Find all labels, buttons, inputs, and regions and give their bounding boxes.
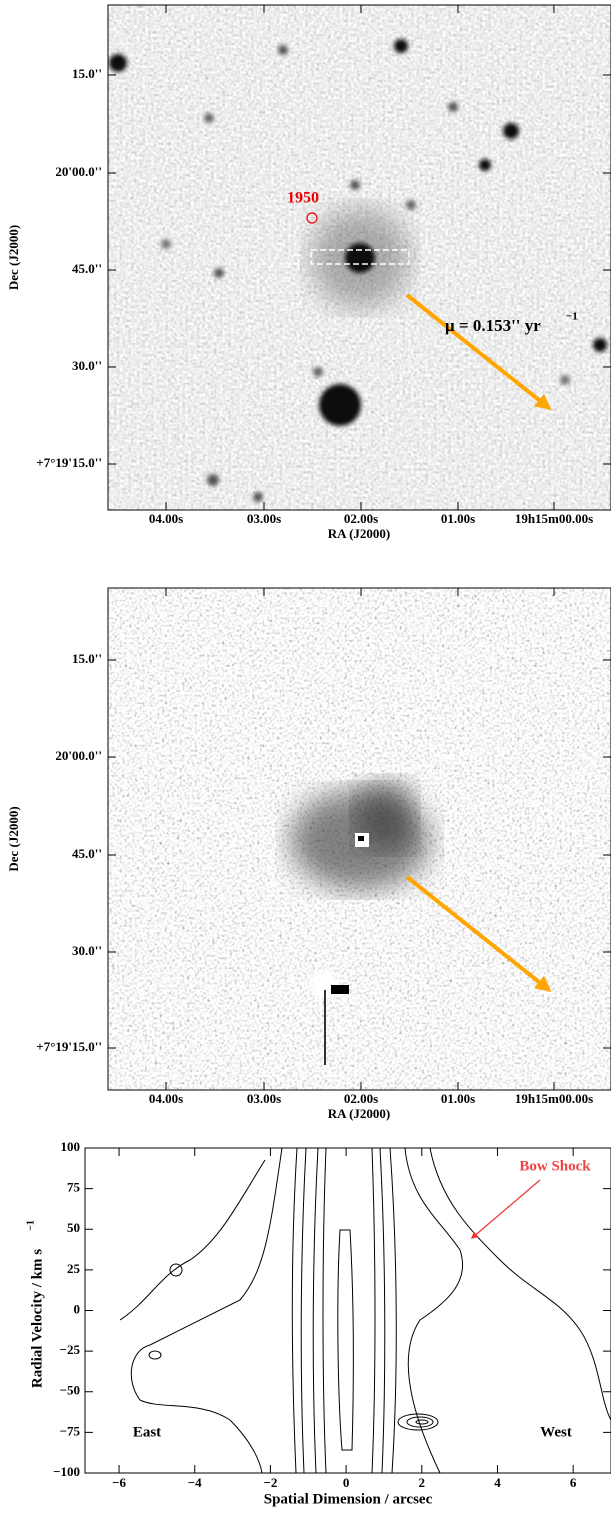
- sky-image: [108, 5, 611, 510]
- y-tick-label: 50: [67, 1220, 80, 1235]
- x-tick-label: 19h15m00.00s: [515, 1091, 593, 1106]
- y-axis-label: Radial Velocity / km s: [29, 1249, 45, 1388]
- x-tick-label: 2: [419, 1475, 426, 1490]
- x-tick-label: 04.00s: [149, 511, 183, 526]
- x-tick-label: 19h15m00.00s: [515, 511, 593, 526]
- frame: [84, 1147, 611, 1474]
- y-axis-label: Dec (J2000): [6, 225, 21, 290]
- frame: [107, 587, 611, 1091]
- y-tick-label: 20'00.0'': [55, 164, 102, 179]
- y-tick-label: 45.0'': [72, 846, 102, 861]
- source-label: 1950: [287, 190, 319, 207]
- frame: [107, 4, 611, 511]
- y-tick-label: 30.0'': [72, 358, 102, 373]
- y-tick-label: 0: [74, 1301, 81, 1316]
- y-tick-label: −100: [53, 1464, 80, 1479]
- annotation: West: [540, 1424, 572, 1440]
- x-tick-label: −4: [188, 1475, 202, 1490]
- x-axis-label: RA (J2000): [328, 1106, 390, 1121]
- x-tick-label: 6: [570, 1475, 577, 1490]
- y-tick-label: 30.0'': [72, 943, 102, 958]
- y-tick-label: 15.0'': [72, 651, 102, 666]
- y-axis-label: Dec (J2000): [6, 806, 21, 871]
- x-tick-label: 01.00s: [441, 511, 475, 526]
- x-axis-label: RA (J2000): [328, 526, 390, 541]
- y-tick-label: +7°19'15.0'': [36, 1039, 102, 1054]
- x-tick-label: 01.00s: [441, 1091, 475, 1106]
- annotation: East: [133, 1424, 161, 1440]
- proper-motion: μ = 0.153'' yr: [445, 316, 541, 335]
- y-tick-label: 45.0'': [72, 261, 102, 276]
- x-tick-label: 04.00s: [149, 1091, 183, 1106]
- y-tick-label: 25: [67, 1261, 81, 1276]
- y-tick-label: 100: [61, 1139, 81, 1154]
- x-tick-label: 03.00s: [247, 511, 281, 526]
- x-tick-label: 02.00s: [344, 1091, 378, 1106]
- x-tick-label: −2: [263, 1475, 277, 1490]
- x-tick-label: 03.00s: [247, 1091, 281, 1106]
- contours: [119, 1147, 611, 1474]
- x-tick-label: 02.00s: [344, 511, 378, 526]
- proper-motion-unit: −1: [566, 311, 578, 323]
- x-axis-label: Spatial Dimension / arcsec: [264, 1491, 433, 1507]
- y-tick-label: −50: [60, 1383, 80, 1398]
- y-tick-label: −25: [60, 1342, 81, 1357]
- x-tick-label: 4: [494, 1475, 501, 1490]
- y-axis-label-unit: −1: [25, 1220, 36, 1231]
- x-tick-label: 0: [343, 1475, 350, 1490]
- y-tick-label: 20'00.0'': [55, 748, 102, 763]
- x-tick-label: −6: [112, 1475, 126, 1490]
- difference-image: [108, 588, 611, 1090]
- annotation: Bow Shock: [519, 1158, 591, 1174]
- y-tick-label: 15.0'': [72, 66, 102, 81]
- y-tick-label: +7°19'15.0'': [36, 455, 102, 470]
- y-tick-label: −75: [60, 1423, 81, 1438]
- y-tick-label: 75: [67, 1180, 81, 1195]
